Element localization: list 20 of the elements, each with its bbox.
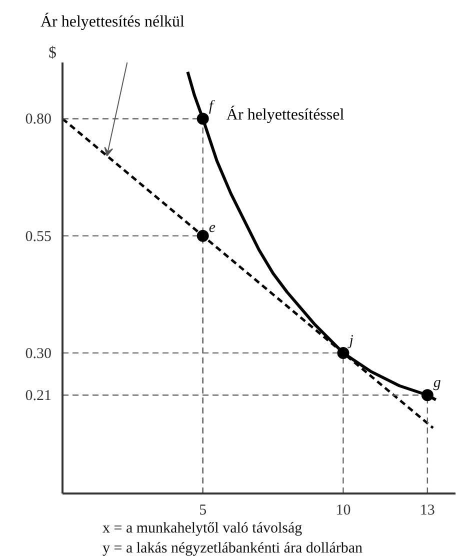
point — [421, 389, 434, 402]
y-tick-label: 0.21 — [25, 388, 52, 404]
text: Ár helyettesítés nélkül — [40, 12, 186, 30]
annotation: e — [208, 220, 216, 236]
point — [337, 346, 350, 359]
text: x = a munkahelytől való távolság — [102, 520, 303, 536]
annotation: f — [208, 98, 215, 115]
series-label: Ár helyettesítéssel — [226, 105, 345, 124]
y-tick-label: 0.80 — [25, 112, 52, 128]
annotation: j — [347, 332, 354, 349]
y-axis-title: $ — [48, 44, 56, 62]
point — [196, 230, 209, 242]
y-tick-label: 0.30 — [25, 346, 52, 362]
x-tick-label: 5 — [199, 502, 207, 518]
x-tick-label: 13 — [420, 502, 435, 518]
x-tick-label: 10 — [336, 502, 351, 518]
point — [196, 112, 209, 125]
text: y = a lakás négyzetlábankénti ára dollárban — [102, 540, 364, 556]
y-tick-label: 0.55 — [25, 228, 52, 245]
annotation: g — [433, 375, 442, 392]
